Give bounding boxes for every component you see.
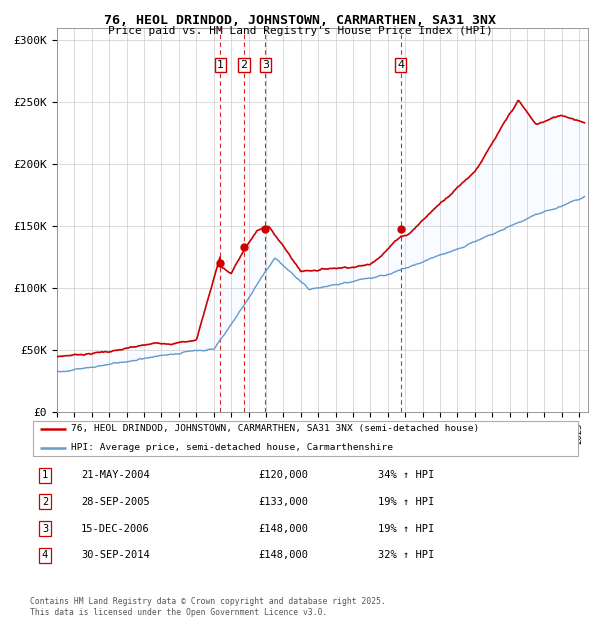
Text: 3: 3 [262,60,269,70]
Text: 32% ↑ HPI: 32% ↑ HPI [378,550,434,560]
Text: £133,000: £133,000 [258,497,308,507]
Text: HPI: Average price, semi-detached house, Carmarthenshire: HPI: Average price, semi-detached house,… [71,443,394,453]
Text: 2: 2 [42,497,48,507]
Text: 2: 2 [241,60,248,70]
Text: 19% ↑ HPI: 19% ↑ HPI [378,523,434,534]
Text: 76, HEOL DRINDOD, JOHNSTOWN, CARMARTHEN, SA31 3NX: 76, HEOL DRINDOD, JOHNSTOWN, CARMARTHEN,… [104,14,496,27]
Text: 28-SEP-2005: 28-SEP-2005 [81,497,150,507]
Text: 1: 1 [42,470,48,480]
Text: 30-SEP-2014: 30-SEP-2014 [81,550,150,560]
Text: 1: 1 [217,60,224,70]
Text: Price paid vs. HM Land Registry's House Price Index (HPI): Price paid vs. HM Land Registry's House … [107,26,493,36]
Text: £120,000: £120,000 [258,470,308,480]
Text: 4: 4 [397,60,404,70]
Text: Contains HM Land Registry data © Crown copyright and database right 2025.
This d: Contains HM Land Registry data © Crown c… [30,598,386,617]
Text: 34% ↑ HPI: 34% ↑ HPI [378,470,434,480]
Text: 3: 3 [42,523,48,534]
Text: £148,000: £148,000 [258,523,308,534]
Text: 21-MAY-2004: 21-MAY-2004 [81,470,150,480]
Text: 15-DEC-2006: 15-DEC-2006 [81,523,150,534]
Text: 4: 4 [42,550,48,560]
Text: 19% ↑ HPI: 19% ↑ HPI [378,497,434,507]
Text: 76, HEOL DRINDOD, JOHNSTOWN, CARMARTHEN, SA31 3NX (semi-detached house): 76, HEOL DRINDOD, JOHNSTOWN, CARMARTHEN,… [71,424,479,433]
Text: £148,000: £148,000 [258,550,308,560]
FancyBboxPatch shape [33,420,578,456]
